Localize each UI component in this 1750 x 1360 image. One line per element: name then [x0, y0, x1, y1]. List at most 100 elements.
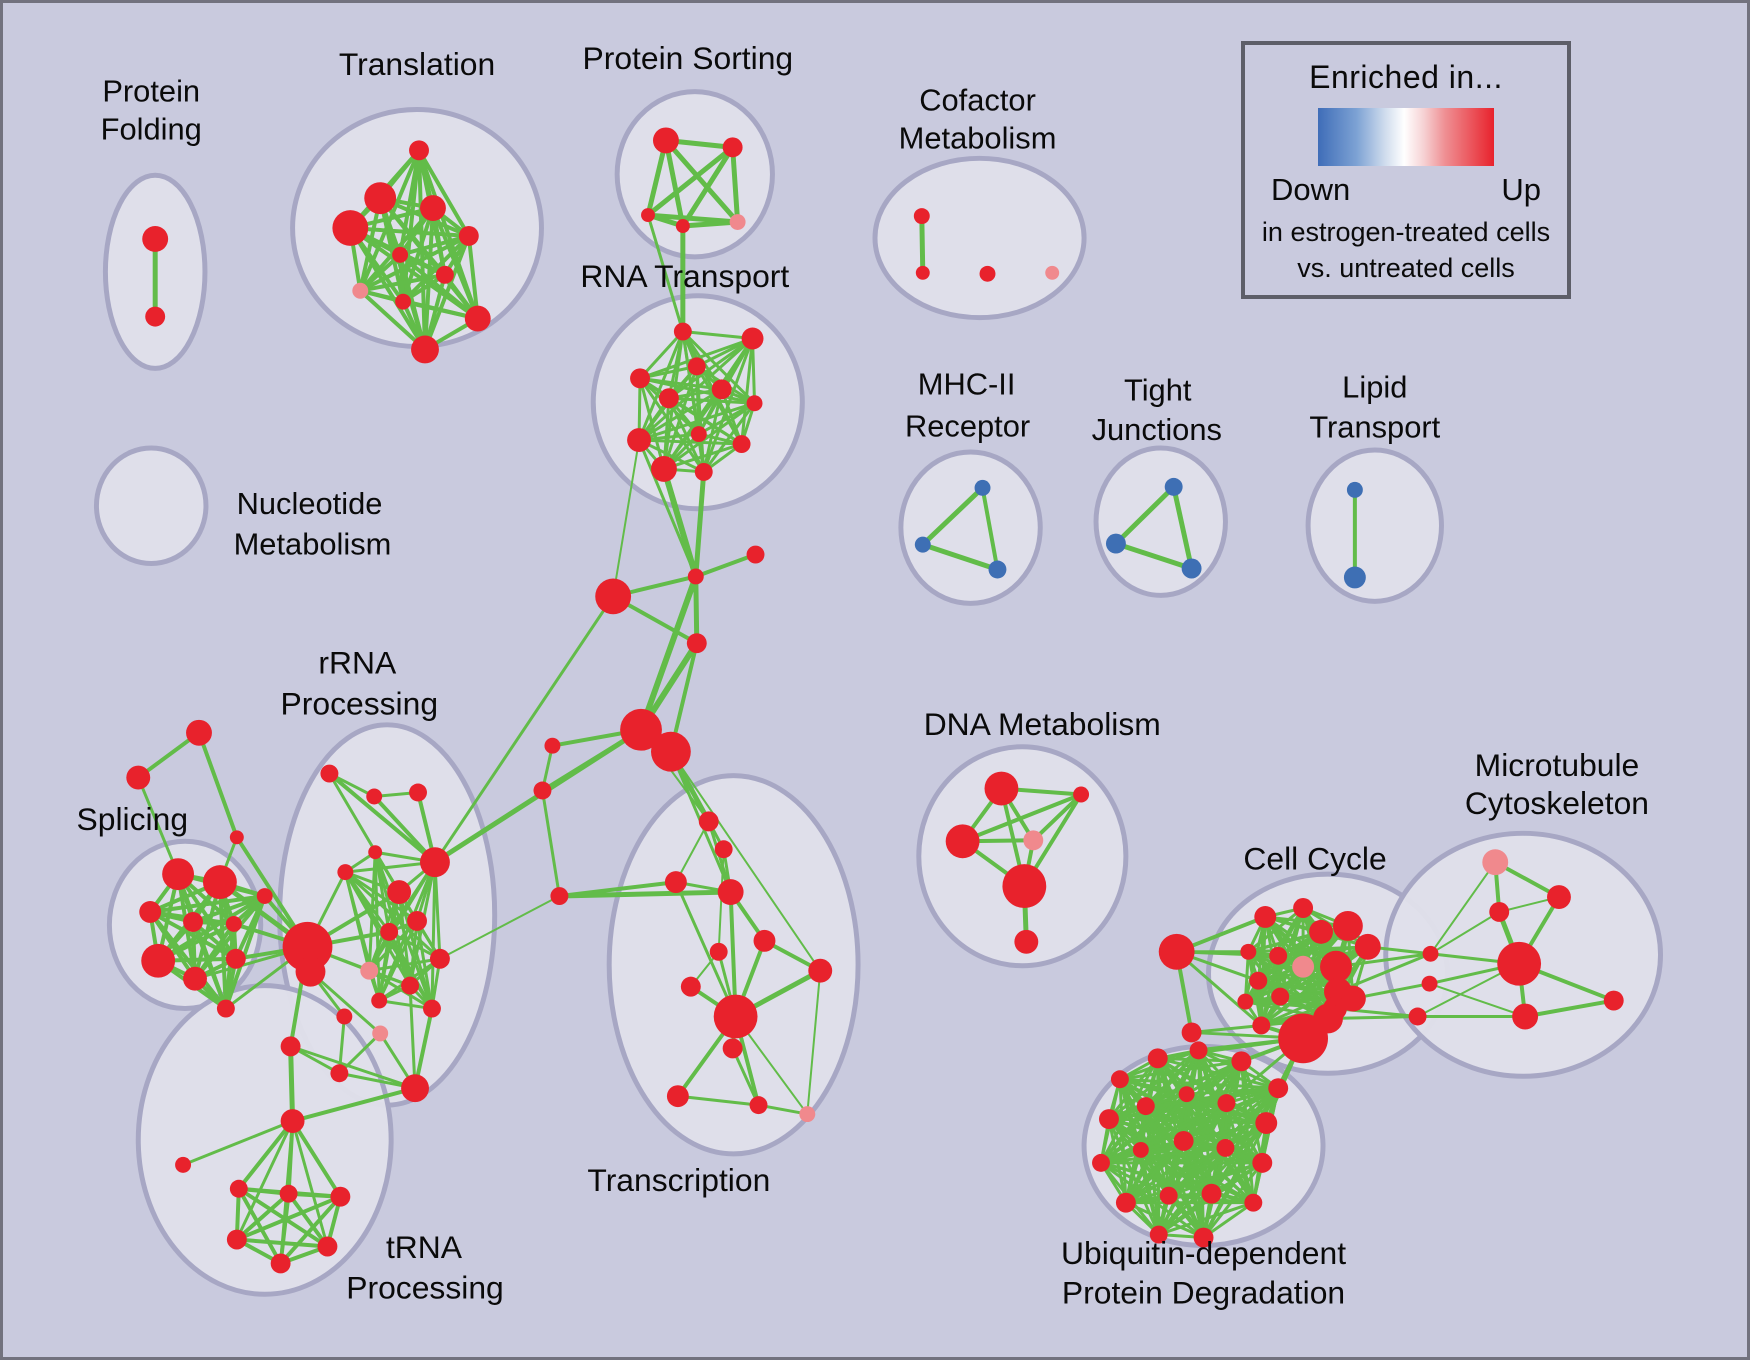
- network-node-55-up[interactable]: [162, 858, 195, 891]
- network-node-2-up[interactable]: [409, 140, 429, 161]
- network-node-44-up[interactable]: [709, 942, 728, 961]
- network-node-160-up[interactable]: [1149, 1225, 1168, 1244]
- network-node-95-up[interactable]: [915, 265, 930, 280]
- network-node-109-up[interactable]: [1023, 830, 1044, 851]
- network-node-5-up[interactable]: [420, 195, 446, 222]
- network-node-73-up[interactable]: [387, 880, 412, 905]
- network-node-13-up[interactable]: [652, 127, 679, 154]
- network-node-35-up[interactable]: [650, 731, 691, 772]
- network-node-154-up[interactable]: [1216, 1138, 1235, 1157]
- network-node-48-up[interactable]: [666, 1085, 689, 1108]
- network-node-33-up[interactable]: [686, 633, 707, 654]
- network-node-148-up[interactable]: [1178, 1086, 1195, 1103]
- network-node-20-up[interactable]: [687, 357, 706, 376]
- network-node-75-up[interactable]: [420, 847, 450, 878]
- network-node-145-up[interactable]: [1268, 1078, 1289, 1099]
- network-node-88-up[interactable]: [229, 1179, 248, 1198]
- network-node-103-down[interactable]: [1181, 558, 1202, 579]
- network-node-81-up[interactable]: [371, 992, 388, 1009]
- network-node-125-up[interactable]: [1237, 993, 1254, 1010]
- network-node-98-down[interactable]: [974, 479, 991, 496]
- network-node-83-up[interactable]: [330, 1064, 349, 1083]
- network-node-15-up[interactable]: [641, 208, 655, 223]
- network-node-67-up[interactable]: [320, 764, 339, 783]
- network-node-17-up[interactable]: [729, 214, 746, 230]
- network-node-41-up[interactable]: [550, 887, 569, 906]
- network-node-86-up[interactable]: [280, 1109, 305, 1133]
- network-node-151-up[interactable]: [1092, 1153, 1110, 1172]
- network-node-28-up[interactable]: [650, 455, 677, 482]
- network-node-104-down[interactable]: [1346, 481, 1363, 498]
- network-node-102-down[interactable]: [1105, 533, 1126, 554]
- network-node-77-up[interactable]: [401, 976, 420, 995]
- network-node-9-up[interactable]: [352, 282, 369, 299]
- network-node-124-up[interactable]: [1271, 987, 1290, 1006]
- network-node-152-up[interactable]: [1132, 1141, 1149, 1158]
- network-node-56-up[interactable]: [202, 865, 237, 900]
- network-node-114-up[interactable]: [1254, 905, 1277, 928]
- network-node-47-up[interactable]: [722, 1038, 743, 1059]
- network-node-128-up[interactable]: [1252, 1016, 1271, 1035]
- network-node-6-up[interactable]: [458, 226, 479, 246]
- network-node-12-up[interactable]: [411, 335, 439, 364]
- network-node-18-up[interactable]: [673, 322, 692, 341]
- network-node-3-up[interactable]: [364, 182, 397, 215]
- network-node-7-up[interactable]: [392, 246, 409, 263]
- network-node-11-up[interactable]: [464, 305, 491, 332]
- network-node-31-up[interactable]: [746, 545, 765, 564]
- network-node-60-up[interactable]: [256, 888, 273, 905]
- network-node-150-up[interactable]: [1255, 1112, 1278, 1134]
- network-node-106-up[interactable]: [984, 771, 1019, 806]
- network-node-52-up[interactable]: [186, 719, 212, 746]
- network-node-147-up[interactable]: [1136, 1097, 1155, 1116]
- network-node-0-up[interactable]: [142, 226, 169, 252]
- network-node-113-up[interactable]: [1181, 1022, 1202, 1043]
- network-node-58-up[interactable]: [183, 911, 203, 932]
- network-node-133-up[interactable]: [1421, 975, 1438, 992]
- network-node-87-up[interactable]: [175, 1156, 192, 1173]
- network-node-25-up[interactable]: [627, 428, 651, 453]
- network-node-158-up[interactable]: [1201, 1183, 1222, 1204]
- network-node-79-up[interactable]: [423, 999, 441, 1018]
- network-node-10-up[interactable]: [395, 293, 412, 310]
- network-node-144-up[interactable]: [1231, 1051, 1252, 1072]
- network-node-143-up[interactable]: [1189, 1041, 1208, 1060]
- network-node-141-up[interactable]: [1110, 1070, 1129, 1089]
- network-node-105-down[interactable]: [1343, 566, 1366, 589]
- network-node-111-up[interactable]: [1014, 929, 1039, 954]
- network-node-84-up[interactable]: [401, 1074, 429, 1103]
- network-node-101-down[interactable]: [1164, 477, 1183, 496]
- network-node-82-up[interactable]: [372, 1025, 389, 1042]
- network-node-24-up[interactable]: [746, 395, 763, 412]
- network-node-97-up[interactable]: [1045, 265, 1060, 280]
- network-node-110-up[interactable]: [1002, 864, 1047, 908]
- network-node-94-up[interactable]: [913, 208, 930, 225]
- network-node-23-up[interactable]: [711, 379, 732, 400]
- network-node-85-up[interactable]: [280, 1036, 301, 1057]
- network-node-137-up[interactable]: [1489, 902, 1510, 922]
- network-node-157-up[interactable]: [1159, 1186, 1178, 1205]
- network-node-119-up[interactable]: [1240, 943, 1257, 960]
- network-node-80-up[interactable]: [336, 1008, 353, 1025]
- network-node-92-up[interactable]: [317, 1236, 338, 1257]
- network-node-156-up[interactable]: [1115, 1192, 1136, 1213]
- network-node-131-up[interactable]: [1313, 1003, 1343, 1034]
- network-node-135-up[interactable]: [1482, 849, 1509, 876]
- network-node-19-up[interactable]: [741, 327, 764, 350]
- network-node-118-up[interactable]: [1354, 933, 1381, 960]
- network-node-34-up[interactable]: [620, 708, 662, 751]
- network-node-78-up[interactable]: [429, 948, 450, 969]
- network-node-159-up[interactable]: [1244, 1193, 1263, 1212]
- network-node-76-up[interactable]: [360, 961, 379, 980]
- network-node-1-up[interactable]: [145, 306, 166, 327]
- network-node-54-up[interactable]: [229, 830, 244, 845]
- network-node-62-up[interactable]: [183, 966, 207, 991]
- network-node-50-up[interactable]: [808, 958, 833, 983]
- network-node-96-up[interactable]: [979, 265, 996, 282]
- network-node-122-up[interactable]: [1320, 950, 1352, 983]
- network-node-100-down[interactable]: [988, 560, 1007, 579]
- network-node-68-up[interactable]: [366, 788, 383, 805]
- network-node-161-up[interactable]: [1193, 1227, 1214, 1248]
- network-node-65-up[interactable]: [282, 921, 333, 972]
- network-node-69-up[interactable]: [409, 783, 427, 802]
